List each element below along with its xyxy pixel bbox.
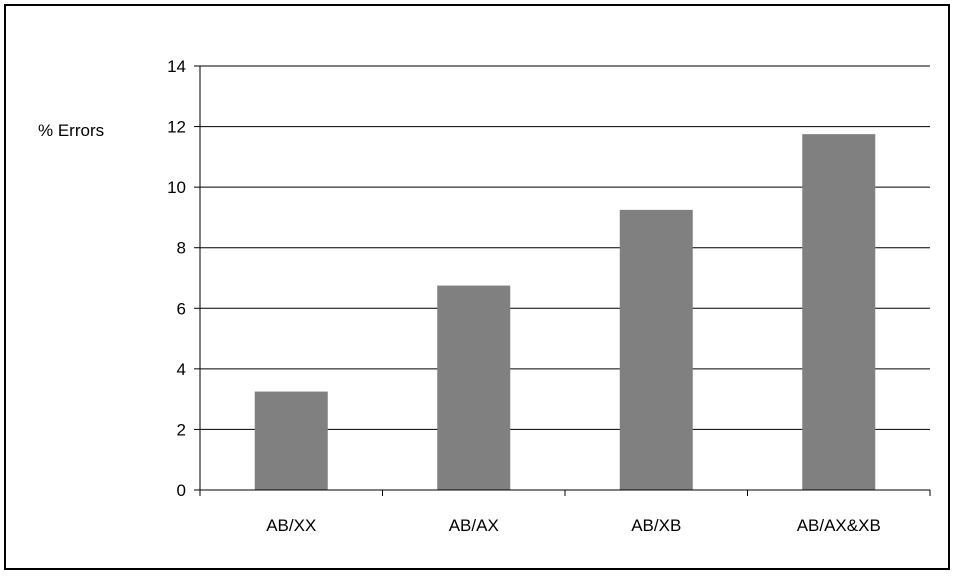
x-tick-labels: AB/XX AB/AX AB/XB AB/AX&XB (266, 516, 881, 535)
x-tick-label: AB/AX&XB (797, 516, 881, 535)
y-tick-labels: 0 2 4 6 8 10 12 14 (167, 57, 186, 500)
y-tick-label: 0 (177, 481, 186, 500)
y-tick-label: 6 (177, 299, 186, 318)
axes (194, 65, 931, 496)
y-tick-label: 2 (177, 420, 186, 439)
bar (802, 134, 876, 490)
x-tick-label: AB/XB (631, 516, 681, 535)
x-tick-label: AB/XX (266, 516, 316, 535)
y-tick-label: 4 (177, 360, 186, 379)
y-tick-label: 14 (167, 57, 186, 76)
bar (437, 285, 511, 490)
bar (619, 209, 693, 490)
bars (254, 134, 876, 490)
y-tick-label: 8 (177, 239, 186, 258)
x-tick-label: AB/AX (449, 516, 499, 535)
y-axis-label: % Errors (38, 121, 104, 140)
y-tick-label: 10 (167, 178, 186, 197)
y-tick-label: 12 (167, 118, 186, 137)
bar (254, 391, 328, 490)
